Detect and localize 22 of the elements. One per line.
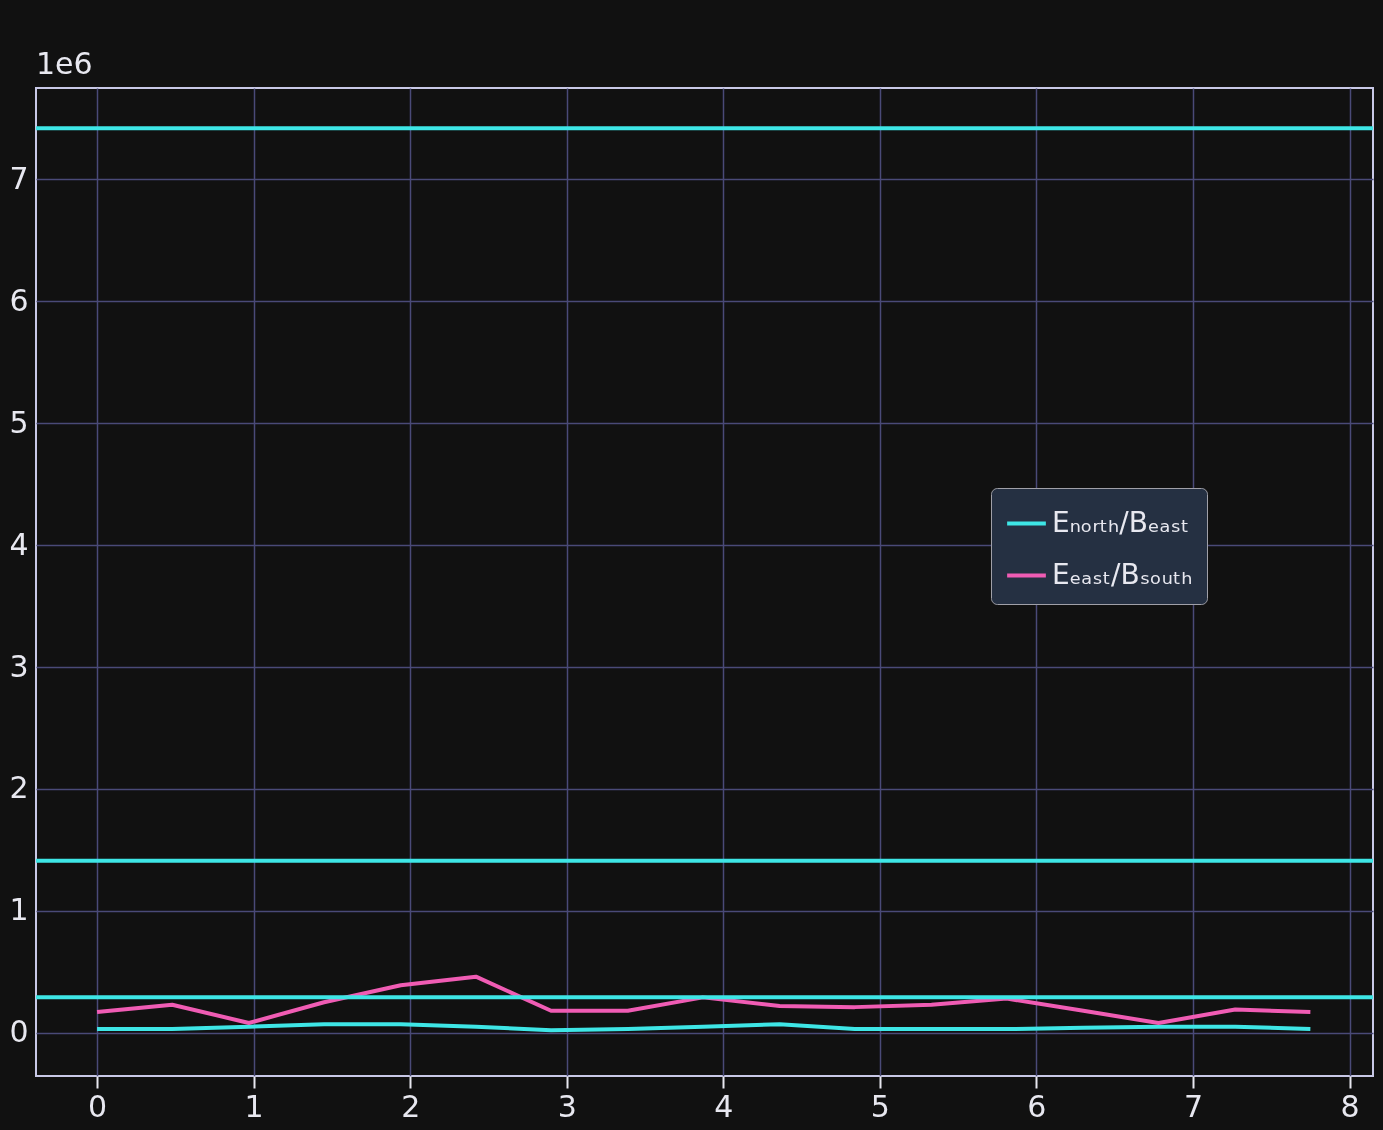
y-tick-label: 1 xyxy=(9,892,29,928)
y-tick-label: 3 xyxy=(9,648,29,684)
line-series xyxy=(95,1022,1313,1033)
x-tick-label: 0 xyxy=(88,1088,108,1124)
y-tick-label: 5 xyxy=(9,404,29,440)
x-tick-label: 7 xyxy=(1183,1088,1204,1124)
x-tick-label: 1 xyxy=(244,1088,264,1124)
line-series xyxy=(95,974,1313,1025)
y-tick-label: 0 xyxy=(9,1014,29,1050)
x-tick-label: 3 xyxy=(557,1088,577,1124)
x-tick-label: 6 xyxy=(1027,1088,1047,1124)
x-tick-label: 4 xyxy=(714,1088,734,1124)
y-tick-label: 6 xyxy=(9,282,29,318)
y-tick-label: 4 xyxy=(9,526,29,562)
x-tick-label: 2 xyxy=(401,1088,421,1124)
legend-label: Eₑₐₛₜ/Bₛₒᵤₜₕ xyxy=(1052,557,1193,591)
y-tick-label: 7 xyxy=(9,160,29,196)
legend-label: Eₙₒᵣₜₕ/Bₑₐₛₜ xyxy=(1052,505,1190,539)
x-tick-label: 8 xyxy=(1340,1088,1360,1124)
text: 1e6 xyxy=(36,46,93,81)
x-tick-label: 5 xyxy=(870,1088,890,1124)
y-tick-label: 2 xyxy=(9,770,29,806)
